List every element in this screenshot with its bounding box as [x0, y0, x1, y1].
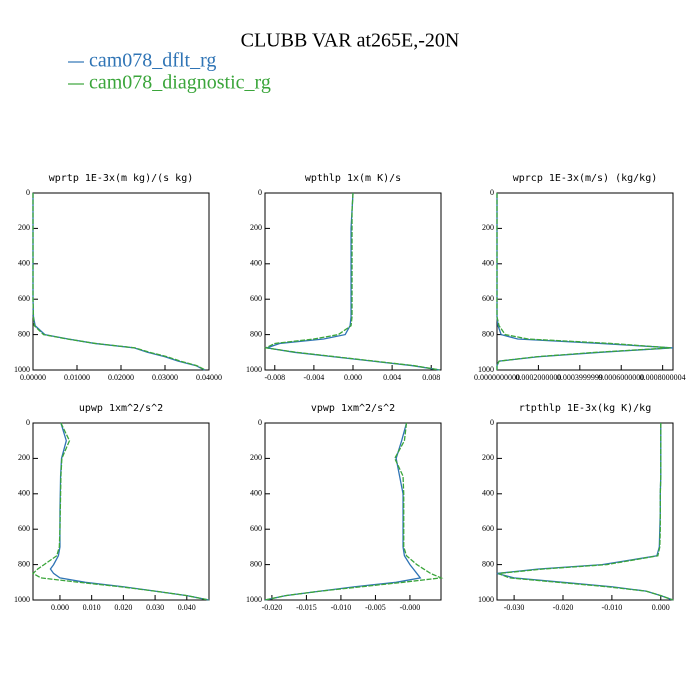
- y-tick-label: 600: [250, 524, 262, 533]
- y-tick-label: 400: [482, 489, 494, 498]
- profile-line: [498, 423, 674, 601]
- x-tick-label: 0.008: [422, 373, 440, 382]
- y-tick-label: 1000: [246, 595, 262, 604]
- profile-line: [32, 193, 205, 371]
- plot-frame: [496, 192, 674, 371]
- y-tick-label: 800: [250, 559, 262, 568]
- x-tick-label: 0.000: [51, 603, 69, 612]
- y-tick-label: 0: [490, 188, 494, 197]
- y-tick-label: 400: [250, 489, 262, 498]
- x-tick-label: 0.004: [383, 373, 401, 382]
- x-tick-label: 0.000: [652, 603, 670, 612]
- y-tick-label: 400: [18, 489, 30, 498]
- y-tick-label: 1000: [478, 365, 494, 374]
- plot-frame: [32, 192, 210, 371]
- y-tick-label: 0: [26, 418, 30, 427]
- x-tick-label: -0.015: [296, 603, 317, 612]
- plot-frame: [496, 422, 674, 601]
- y-tick-label: 200: [482, 453, 494, 462]
- y-tick-label: 1000: [246, 365, 262, 374]
- x-tick-label: -0.008: [264, 373, 285, 382]
- y-tick-label: 800: [482, 329, 494, 338]
- profile-line: [263, 192, 441, 371]
- y-tick-label: 600: [18, 294, 30, 303]
- x-tick-label: -0.004: [304, 373, 325, 382]
- x-tick-label: 0.01000: [64, 373, 90, 382]
- x-tick-label: 0.020: [114, 603, 132, 612]
- y-tick-label: 1000: [478, 595, 494, 604]
- x-tick-label: -0.020: [553, 603, 574, 612]
- y-tick-label: 800: [250, 329, 262, 338]
- x-tick-label: -0.020: [262, 603, 283, 612]
- x-tick-label: 0.0002000000: [515, 373, 561, 382]
- x-tick-label: 0.000: [344, 373, 362, 382]
- x-tick-label: -0.010: [331, 603, 352, 612]
- y-tick-label: 400: [18, 259, 30, 268]
- y-tick-label: 800: [18, 329, 30, 338]
- legend-entry: cam078_diagnostic_rg: [89, 72, 271, 94]
- y-tick-label: 200: [18, 223, 30, 232]
- x-tick-label: 0.0000000000: [474, 373, 520, 382]
- profile-line: [266, 192, 441, 371]
- x-tick-label: 0.02000: [108, 373, 134, 382]
- y-tick-label: 1000: [14, 365, 30, 374]
- profile-line: [264, 422, 444, 601]
- profile-line: [31, 422, 210, 601]
- profile-line: [496, 193, 674, 370]
- profile-line: [496, 193, 671, 370]
- y-tick-label: 0: [258, 418, 262, 427]
- panel-title: wprtp 1E-3x(m kg)/(s kg): [49, 173, 194, 184]
- x-tick-label: 0.03000: [152, 373, 178, 382]
- x-tick-label: -0.030: [504, 603, 525, 612]
- x-tick-label: 0.04000: [196, 373, 222, 382]
- panel-title: vpwp 1xm^2/s^2: [311, 403, 395, 414]
- y-tick-label: 600: [250, 294, 262, 303]
- profile-line: [264, 422, 422, 601]
- panel-title: rtpthlp 1E-3x(kg K)/kg: [519, 403, 651, 414]
- y-tick-label: 800: [18, 559, 30, 568]
- x-tick-label: 0.010: [83, 603, 101, 612]
- profile-line: [32, 193, 206, 371]
- legend-entry: cam078_dflt_rg: [89, 50, 216, 72]
- x-tick-label: 0.040: [178, 603, 196, 612]
- profile-line: [49, 422, 210, 601]
- x-tick-label: 0.0006000000: [598, 373, 644, 382]
- y-tick-label: 800: [482, 559, 494, 568]
- y-tick-label: 200: [482, 223, 494, 232]
- y-tick-label: 400: [482, 259, 494, 268]
- y-tick-label: 200: [18, 453, 30, 462]
- plot-frame: [264, 192, 442, 371]
- y-tick-label: 1000: [14, 595, 30, 604]
- y-tick-label: 400: [250, 259, 262, 268]
- x-tick-label: -0.010: [602, 603, 623, 612]
- x-tick-label: 0.0008000004: [640, 373, 686, 382]
- panel-title: wprcp 1E-3x(m/s) (kg/kg): [513, 173, 658, 184]
- x-tick-label: -0.005: [365, 603, 386, 612]
- x-tick-label: 0.00000: [20, 373, 46, 382]
- y-tick-label: 600: [18, 524, 30, 533]
- x-tick-label: -0.000: [400, 603, 421, 612]
- y-tick-label: 0: [26, 188, 30, 197]
- y-tick-label: 600: [482, 294, 494, 303]
- plot-frame: [264, 422, 442, 601]
- y-tick-label: 200: [250, 223, 262, 232]
- y-tick-label: 0: [258, 188, 262, 197]
- plot-frame: [32, 422, 210, 601]
- panel-title: upwp 1xm^2/s^2: [79, 403, 163, 414]
- figure-title: CLUBB VAR at265E,-20N: [241, 30, 460, 52]
- panel-title: wpthlp 1x(m K)/s: [305, 173, 401, 184]
- profile-line: [496, 423, 674, 601]
- y-tick-label: 200: [250, 453, 262, 462]
- x-tick-label: 0.030: [146, 603, 164, 612]
- y-tick-label: 0: [490, 418, 494, 427]
- y-tick-label: 600: [482, 524, 494, 533]
- x-tick-label: 0.0003999999: [557, 373, 603, 382]
